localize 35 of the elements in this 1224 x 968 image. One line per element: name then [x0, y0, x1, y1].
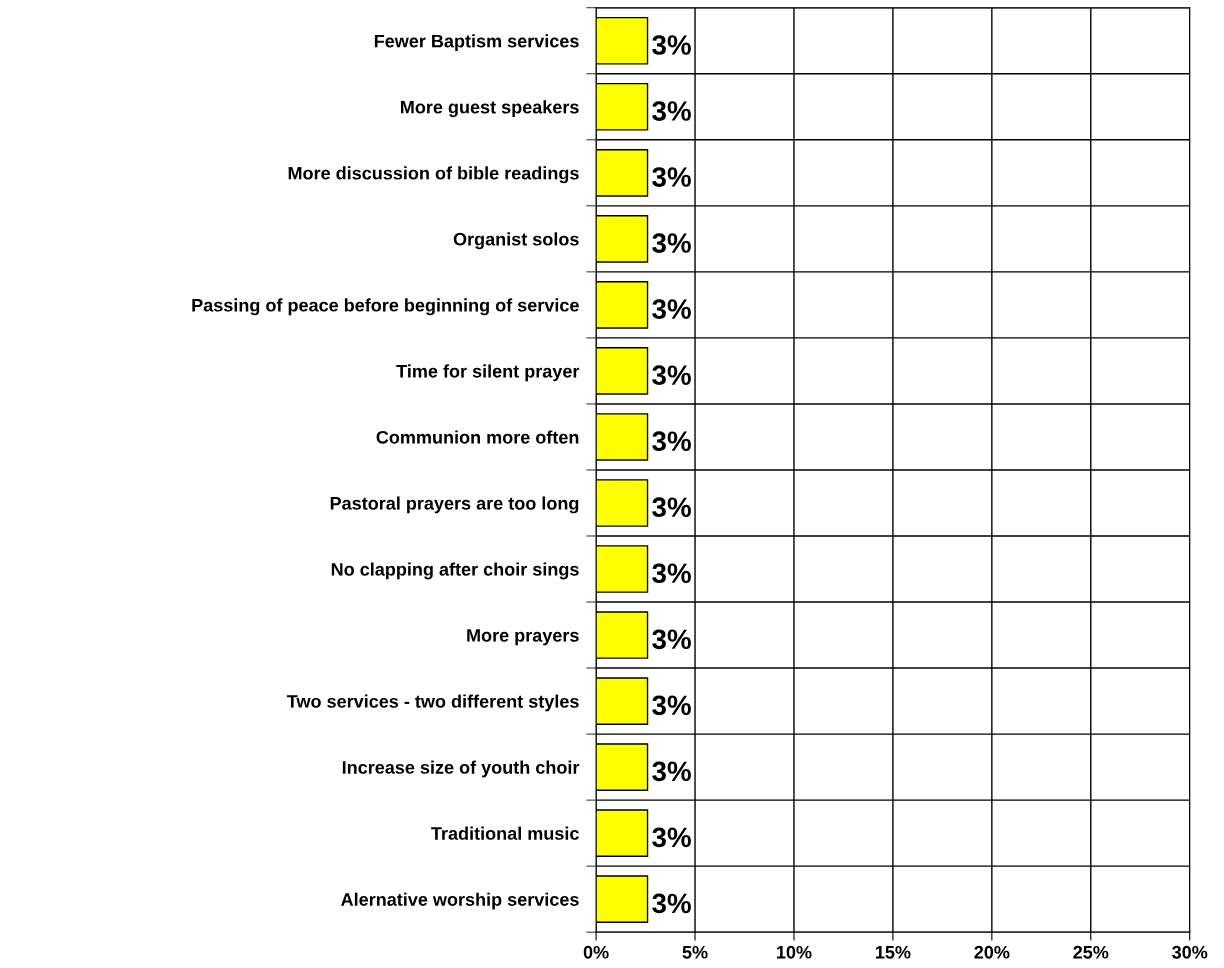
y-tick-label: Communion more often	[376, 430, 579, 444]
data-label: 3%	[652, 563, 691, 584]
data-label: 3%	[652, 431, 691, 452]
y-tick-label: Alernative worship services	[341, 892, 579, 910]
x-tick-label: 30%	[1172, 945, 1208, 959]
x-tick-label: 15%	[875, 945, 911, 959]
y-tick-label: More prayers	[467, 629, 579, 646]
data-label: 3%	[652, 35, 691, 55]
y-tick-label: Increase size of youth choir	[342, 760, 580, 778]
y-tick-label: Traditional music	[431, 826, 579, 840]
y-tick-label: Organist solos	[453, 232, 579, 250]
y-tick-label: No clapping after choir sings	[331, 562, 579, 580]
data-label: 3%	[652, 695, 691, 716]
data-label: 3%	[652, 629, 691, 650]
data-label: 3%	[652, 893, 691, 914]
data-label: 3%	[652, 167, 691, 187]
x-tick-label: 25%	[1073, 945, 1109, 959]
y-tick-label: More guest speakers	[401, 100, 579, 118]
x-tick-label: 5%	[682, 945, 708, 959]
data-label: 3%	[652, 101, 691, 121]
data-label: 3%	[652, 233, 691, 253]
data-label: 3%	[652, 497, 691, 518]
data-label: 3%	[652, 827, 691, 848]
data-label: 3%	[652, 761, 691, 782]
y-tick-label: Pastoral prayers are too long	[330, 496, 579, 514]
y-tick-label: Time for silent prayer	[396, 364, 580, 382]
y-tick-label: Fewer Baptism services	[374, 34, 579, 52]
y-tick-label: Two services - two different styles	[286, 694, 579, 712]
x-tick-label: 10%	[777, 945, 812, 959]
data-label: 3%	[652, 365, 691, 386]
x-tick-label: 20%	[974, 945, 1010, 959]
y-tick-label: More discussion of bible readings	[288, 166, 579, 184]
data-label: 3%	[652, 299, 691, 319]
x-tick-label: 0%	[583, 945, 609, 959]
y-tick-label: Passing of peace before beginning of service	[192, 298, 579, 316]
